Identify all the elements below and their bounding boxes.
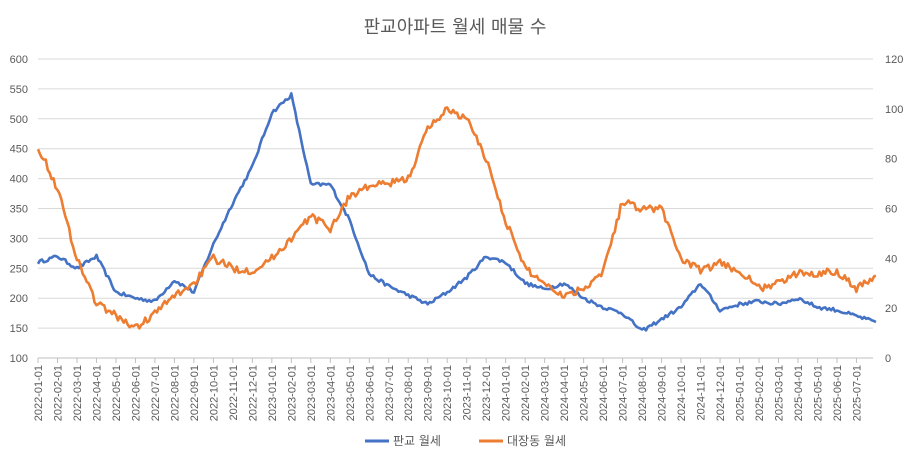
x-tick-label: 2025-07-01 — [851, 365, 863, 421]
x-tick-label: 2023-05-01 — [345, 365, 357, 421]
x-tick-label: 2022-10-01 — [208, 365, 220, 421]
gridlines — [38, 58, 873, 359]
x-tick-label: 2023-04-01 — [325, 365, 337, 421]
y-left-tick-label: 400 — [10, 174, 28, 186]
x-tick-label: 2025-05-01 — [812, 365, 824, 421]
x-tick-label: 2024-05-01 — [579, 365, 591, 421]
x-tick-label: 2024-11-01 — [696, 365, 708, 420]
x-tick-label: 2022-06-01 — [130, 365, 142, 421]
x-tick-label: 2023-06-01 — [364, 365, 376, 421]
y-right-tick-label: 120 — [885, 54, 903, 66]
y-left-tick-label: 250 — [10, 263, 28, 275]
legend-label: 판교 월세 — [393, 434, 441, 448]
x-tick-label: 2023-03-01 — [306, 365, 318, 421]
x-tick-label: 2022-07-01 — [150, 365, 162, 421]
y-right-tick-label: 40 — [885, 253, 897, 265]
series-line-1 — [36, 106, 877, 330]
x-tick-label: 2024-08-01 — [637, 365, 649, 421]
x-tick-label: 2023-01-01 — [267, 365, 279, 421]
y-right-tick-label: 0 — [885, 353, 891, 365]
y-left-tick-label: 600 — [10, 54, 28, 66]
x-tick-label: 2024-10-01 — [676, 365, 688, 421]
y-left-tick-label: 350 — [10, 204, 28, 216]
legend-label: 대장동 월세 — [507, 434, 566, 448]
x-tick-label: 2023-10-01 — [442, 365, 454, 421]
x-tick-label: 2023-12-01 — [481, 365, 493, 421]
x-tick-label: 2023-09-01 — [423, 365, 435, 421]
x-tick-label: 2022-01-01 — [33, 365, 45, 421]
x-tick-label: 2025-02-01 — [754, 365, 766, 421]
x-tick-label: 2024-07-01 — [618, 365, 630, 421]
x-tick-label: 2024-06-01 — [598, 365, 610, 421]
right-y-axis: 0 20 40 60 80 100 120 — [885, 54, 903, 365]
legend: 판교 월세 대장동 월세 — [365, 434, 566, 448]
x-tick-label: 2023-07-01 — [384, 365, 396, 421]
x-tick-label: 2025-04-01 — [793, 365, 805, 421]
y-left-tick-label: 100 — [10, 353, 28, 365]
x-tick-label: 2022-05-01 — [111, 365, 123, 421]
x-tick-label: 2022-11-01 — [228, 365, 240, 420]
x-tick-label: 2022-09-01 — [189, 365, 201, 421]
x-tick-label: 2024-04-01 — [559, 365, 571, 421]
y-right-tick-label: 60 — [885, 204, 897, 216]
x-tick-label: 2024-12-01 — [715, 365, 727, 421]
y-left-tick-label: 550 — [10, 84, 28, 96]
y-right-tick-label: 80 — [885, 154, 897, 166]
x-tick-label: 2023-08-01 — [403, 365, 415, 421]
y-left-tick-label: 150 — [10, 323, 28, 335]
x-tick-label: 2025-01-01 — [735, 365, 747, 421]
x-tick-label: 2024-03-01 — [540, 365, 552, 421]
x-tick-label: 2024-09-01 — [657, 365, 669, 421]
y-right-tick-label: 100 — [885, 104, 903, 116]
x-tick-label: 2025-06-01 — [832, 365, 844, 421]
x-tick-label: 2023-11-01 — [462, 365, 474, 420]
series-line-0 — [36, 92, 877, 332]
left-y-axis: 100 150 200 250 300 350 400 450 500 550 600 — [10, 54, 28, 365]
chart-title: 판교아파트 월세 매물 수 — [364, 17, 547, 38]
x-tick-label: 2025-03-01 — [773, 365, 785, 421]
x-tick-label: 2023-02-01 — [286, 365, 298, 421]
y-left-tick-label: 300 — [10, 233, 28, 245]
series-lines — [36, 92, 877, 332]
x-tick-label: 2022-04-01 — [91, 365, 103, 421]
x-tick-label: 2022-12-01 — [247, 365, 259, 421]
x-tick-label: 2022-08-01 — [169, 365, 181, 421]
x-tick-label: 2022-02-01 — [52, 365, 64, 421]
y-right-tick-label: 20 — [885, 303, 897, 315]
y-left-tick-label: 200 — [10, 293, 28, 305]
x-tick-label: 2024-01-01 — [501, 365, 513, 421]
x-tick-label: 2022-03-01 — [72, 365, 84, 421]
y-left-tick-label: 500 — [10, 114, 28, 126]
y-left-tick-label: 450 — [10, 144, 28, 156]
x-tick-label: 2024-02-01 — [520, 365, 532, 421]
x-axis: 2022-01-01 2022-02-01 2022-03-01 2022-04-01… — [33, 357, 873, 421]
